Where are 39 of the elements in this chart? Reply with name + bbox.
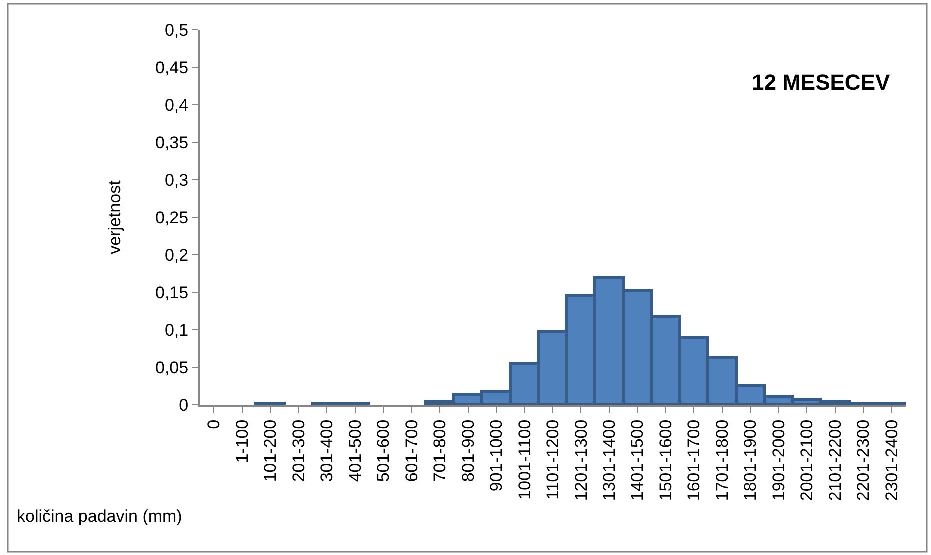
x-tick-label: 1201-1300	[572, 420, 591, 502]
x-tick-label: 1901-2000	[769, 420, 788, 502]
x-tick-label: 2201-2300	[854, 420, 874, 502]
x-tick-label: 1701-1800	[712, 420, 732, 502]
x-tick-label: 2101-2200	[826, 420, 845, 502]
x-tick-label: 2301-2400	[882, 420, 902, 502]
x-tick-label: 901-1000	[487, 420, 506, 492]
x-tick-label: 1101-1200	[544, 420, 563, 500]
y-tick-label: 0,05	[156, 358, 189, 378]
y-axis-title: verjetnost	[106, 180, 125, 254]
y-tick-label: 0,3	[164, 170, 189, 190]
x-tick-label: 1001-1100	[515, 420, 534, 500]
y-tick-label: 0,5	[164, 20, 189, 40]
y-tick-label: 0,4	[164, 96, 189, 115]
x-tick-label: 501-600	[374, 420, 394, 482]
x-tick-label: 1801-1900	[741, 420, 760, 502]
x-tick-label: 2001-2100	[798, 420, 817, 502]
y-tick-label: 0,45	[156, 58, 189, 78]
x-tick-label: 101-200	[261, 420, 280, 482]
x-tick-label: 1301-1400	[600, 420, 620, 502]
x-tick-label: 401-500	[346, 420, 365, 482]
x-tick-label: 701-800	[430, 420, 450, 482]
y-tick-label: 0,15	[156, 283, 189, 302]
y-tick-label: 0	[179, 396, 189, 415]
x-tick-label: 201-300	[289, 420, 308, 482]
x-axis-title: količina padavin (mm)	[17, 507, 182, 526]
x-tick-label: 601-700	[402, 420, 422, 482]
x-tick-label: 801-900	[458, 420, 478, 482]
x-tick-label: 1601-1700	[684, 420, 704, 502]
x-tick-label: 0	[204, 420, 224, 430]
x-tick-label: 301-400	[318, 420, 337, 482]
y-tick-label: 0,35	[156, 133, 189, 152]
x-tick-label: 1501-1600	[656, 420, 676, 502]
y-tick-label: 0,25	[156, 208, 189, 228]
y-tick-label: 0,1	[164, 320, 189, 340]
x-tick-label: 1401-1500	[628, 420, 648, 502]
text: 12 MESECEV	[752, 70, 890, 95]
y-tick-label: 0,2	[164, 246, 189, 265]
x-tick-label: 1-100	[232, 420, 252, 464]
